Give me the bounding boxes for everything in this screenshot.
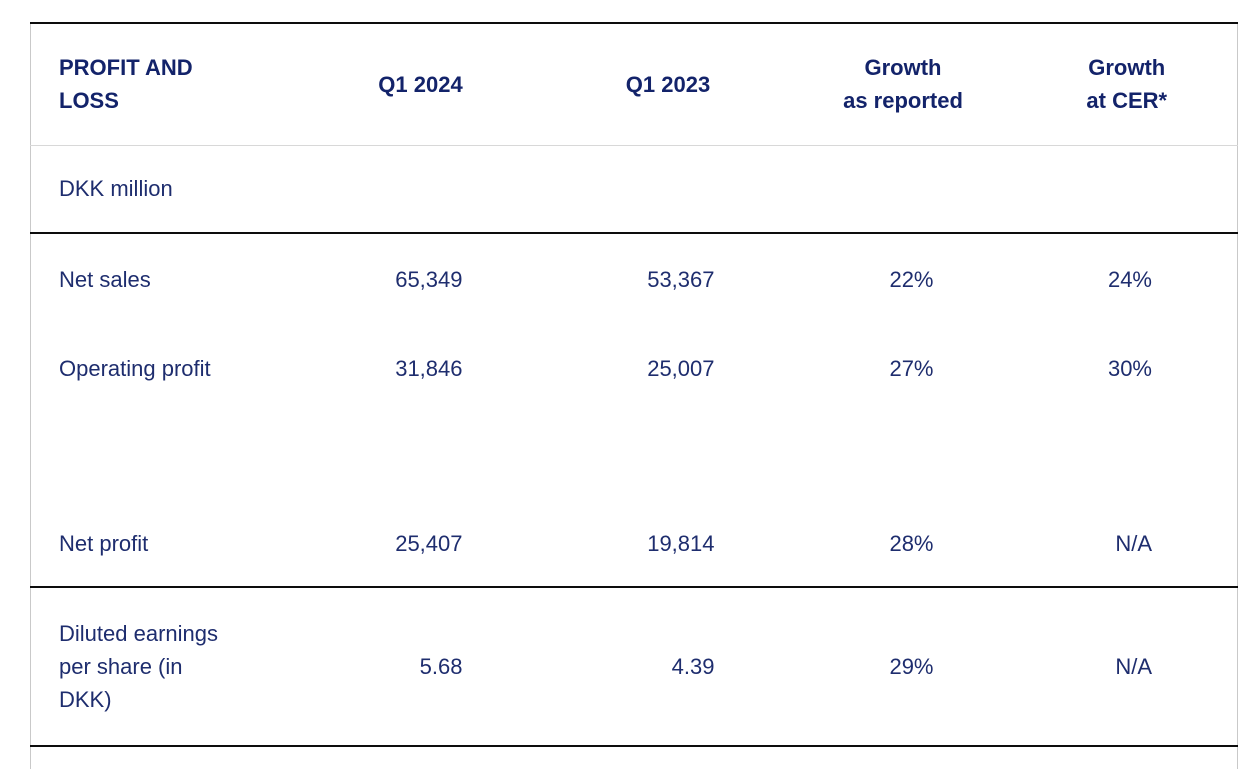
value-growth-at-cer: 24% xyxy=(1107,267,1152,292)
spacer-row xyxy=(31,411,1238,501)
column-header-profit-and-loss: PROFIT AND LOSS xyxy=(59,55,193,114)
column-header-growth-at-cer: Growth at CER* xyxy=(1086,55,1168,114)
unit-label: DKK million xyxy=(59,176,173,202)
table-row-operating-profit: Operating profit 31,846 25,007 27% 30% xyxy=(31,325,1238,411)
column-header-q1-2024: Q1 2024 xyxy=(378,71,463,97)
value-q1-2024: 25,407 xyxy=(395,531,463,556)
cutoff-next-row xyxy=(31,746,1238,769)
empty-cell xyxy=(547,145,790,233)
column-header-growth-as-reported: Growth as reported xyxy=(843,55,963,114)
empty-cell xyxy=(31,746,1238,769)
value-growth-at-cer: N/A xyxy=(1115,531,1152,556)
profit-and-loss-table: PROFIT AND LOSS Q1 2024 Q1 2023 Growth a… xyxy=(30,22,1238,769)
empty-cell xyxy=(31,411,1238,501)
value-q1-2024: 65,349 xyxy=(395,267,463,292)
value-growth-as-reported: 29% xyxy=(889,654,934,679)
row-label: Diluted earnings per share (in DKK) xyxy=(59,621,218,712)
table-row-net-sales: Net sales 65,349 53,367 22% 24% xyxy=(31,233,1238,325)
value-q1-2023: 53,367 xyxy=(647,267,715,292)
table-row-diluted-eps: Diluted earnings per share (in DKK) 5.68… xyxy=(30,587,1238,746)
unit-row: DKK million xyxy=(30,145,1238,233)
value-growth-as-reported: 28% xyxy=(889,531,934,556)
value-q1-2024: 31,846 xyxy=(395,355,463,381)
table-row-net-profit: Net profit 25,407 19,814 28% N/A xyxy=(30,501,1238,587)
value-growth-as-reported: 22% xyxy=(889,267,934,292)
value-q1-2023: 19,814 xyxy=(647,531,715,556)
table-header-row: PROFIT AND LOSS Q1 2024 Q1 2023 Growth a… xyxy=(30,23,1238,145)
value-q1-2023: 4.39 xyxy=(671,654,715,679)
value-growth-at-cer: N/A xyxy=(1115,654,1152,679)
empty-cell xyxy=(295,145,547,233)
value-growth-at-cer: 30% xyxy=(1107,355,1152,381)
empty-cell xyxy=(790,145,1017,233)
value-q1-2024: 5.68 xyxy=(419,654,463,679)
row-label: Operating profit xyxy=(59,355,211,381)
row-label: Net sales xyxy=(59,267,151,292)
column-header-q1-2023: Q1 2023 xyxy=(625,71,711,97)
value-q1-2023: 25,007 xyxy=(647,355,715,381)
row-label: Net profit xyxy=(59,531,149,556)
empty-cell xyxy=(1017,145,1238,233)
value-growth-as-reported: 27% xyxy=(889,355,934,381)
